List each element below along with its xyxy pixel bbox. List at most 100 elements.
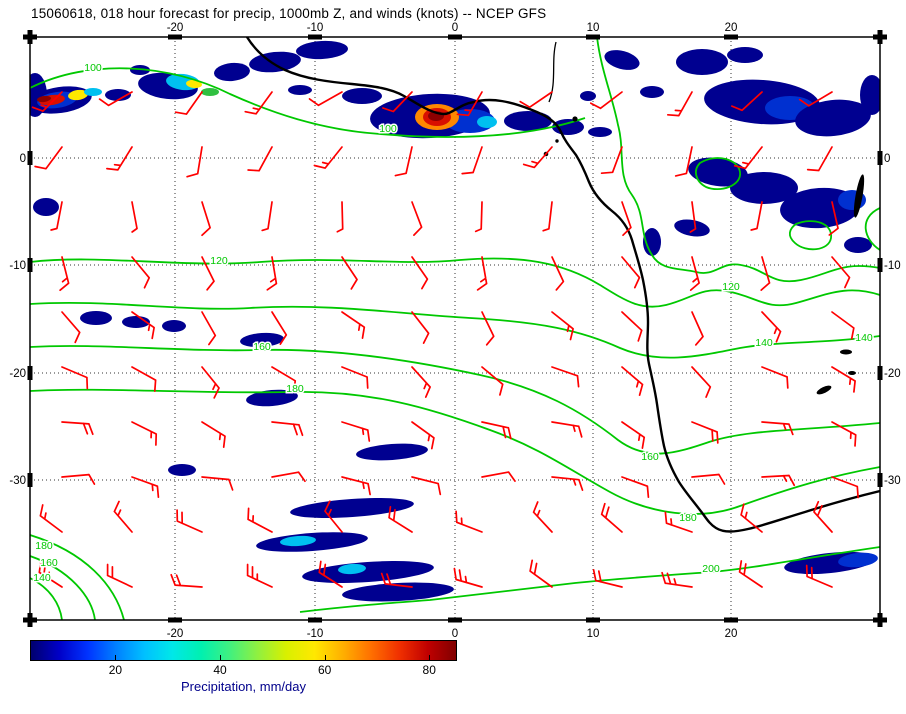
wind-barb (689, 201, 697, 233)
lake-shape (848, 371, 856, 375)
lon-tick-label-bottom: -20 (167, 628, 184, 640)
precip-cell (80, 311, 112, 325)
precip-cell (504, 111, 552, 131)
africa-coastline (245, 37, 880, 533)
precip-cell (860, 75, 880, 115)
island-dot-bioko (572, 116, 578, 122)
wind-barb (61, 366, 89, 390)
wind-barb (831, 421, 857, 447)
wind-barb (740, 503, 763, 533)
frame-tick (724, 617, 738, 623)
precip-cell (68, 89, 88, 101)
height-contour-140 (30, 301, 880, 359)
precip-cell (730, 172, 798, 204)
frame-tick (724, 34, 738, 40)
precip-cell (795, 99, 871, 137)
lat-tick-label-right: 0 (884, 153, 890, 165)
colorbar-tick-mark (324, 655, 326, 661)
precip-cell (338, 563, 366, 575)
wind-barb (621, 366, 644, 396)
wind-barb (551, 421, 583, 438)
colorbar-tick-label: 40 (213, 663, 227, 677)
wind-barb (61, 311, 81, 344)
contour-label: 180 (286, 383, 304, 395)
wind-barb (50, 201, 63, 231)
precip-cell (290, 498, 414, 518)
wind-barb (453, 567, 483, 588)
wind-barb (481, 366, 504, 396)
lon-tick-label-bottom: 20 (725, 628, 738, 640)
wind-barb (600, 502, 623, 533)
wind-barb (661, 571, 693, 588)
precip-cell (674, 219, 710, 237)
contour-label: 180 (35, 540, 53, 552)
contour-layer (30, 37, 880, 620)
precip-cell (246, 389, 298, 407)
wind-barb (31, 91, 63, 112)
wind-barb (59, 256, 70, 292)
wind-barb (738, 560, 763, 588)
precip-cell (643, 228, 661, 256)
wind-barb (621, 311, 643, 342)
height-contour-200 (299, 546, 880, 613)
height-contour-120 (30, 257, 880, 308)
wind-barb (131, 476, 160, 499)
contour-label: 160 (253, 341, 271, 353)
wind-barb (551, 256, 565, 291)
wind-barb (324, 500, 343, 533)
lat-tick-label-left: -10 (9, 260, 26, 272)
lat-tick-label-right: -30 (884, 475, 901, 487)
wind-barb (247, 146, 273, 172)
wind-barb (691, 421, 719, 444)
frame-tick (308, 34, 322, 40)
precip-cell (580, 91, 596, 101)
precip-cell (588, 127, 612, 137)
frame-tick (448, 34, 462, 40)
wind-barb (341, 421, 371, 442)
precip-cell (162, 320, 186, 332)
colorbar-gradient (30, 640, 457, 661)
wind-barb (760, 256, 771, 291)
figure-title: 15060618, 018 hour forecast for precip, … (31, 6, 547, 21)
wind-barb (131, 421, 158, 446)
wind-barb (519, 91, 553, 109)
precip-cell (37, 95, 51, 103)
contour-label: 100 (84, 62, 102, 74)
wind-barb (761, 311, 782, 343)
wind-barb (806, 146, 833, 172)
wind-barb (341, 366, 369, 389)
wind-barb (388, 505, 413, 533)
wind-barb (733, 146, 763, 170)
map-frame-layer (23, 30, 887, 627)
frame-tick (168, 34, 182, 40)
lon-tick-label-bottom: 10 (587, 628, 600, 640)
precip-cell (280, 535, 316, 547)
height-contour-160 (30, 345, 880, 455)
precip-cell (105, 89, 131, 101)
precip-cell (84, 88, 102, 96)
wind-barb (666, 91, 693, 117)
wind-barb (529, 559, 553, 588)
wind-barb (170, 573, 203, 588)
wind-barb (131, 201, 138, 233)
height-contour-loop-b (788, 220, 832, 251)
wind-barb (411, 256, 429, 290)
height-contour-sw-140 (30, 577, 63, 620)
colorbar-tick-label: 60 (317, 663, 332, 677)
wind-barb (131, 256, 151, 289)
colorbar-ticks: 20 40 60 80 (30, 655, 457, 678)
precip-cell (604, 50, 640, 70)
wind-barb (828, 201, 839, 236)
wind-barb (174, 91, 203, 115)
wind-barb (831, 476, 859, 499)
wind-barb (474, 201, 483, 233)
wind-barb (689, 256, 700, 291)
height-contour-180 (30, 388, 880, 515)
contour-label: 180 (679, 512, 697, 524)
island-dot-principe (555, 139, 559, 143)
wind-barb (271, 311, 288, 345)
wind-barb-layer (31, 91, 859, 588)
precip-cell (356, 443, 428, 461)
